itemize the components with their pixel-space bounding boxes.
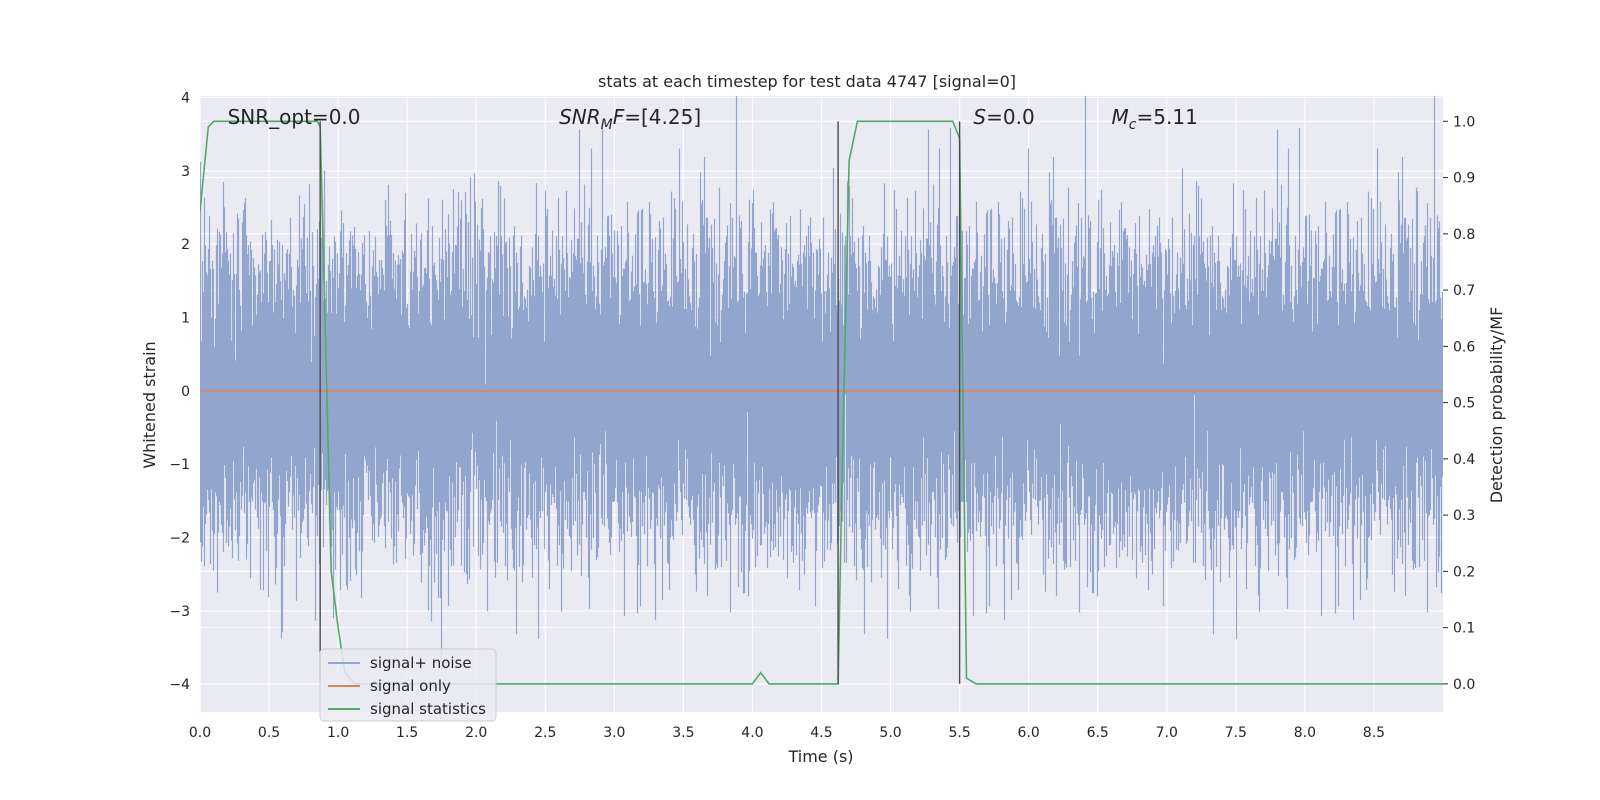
series-line-signal-plus-noise [200,96,1443,667]
left-y-tick-labels: −4 −3 −2 −1 0 1 2 3 4 [169,90,190,693]
x-tick-label: 0.5 [258,725,280,741]
x-tick-labels: 0.0 0.5 1.0 1.5 2.0 2.5 3.0 3.5 4.0 4.5 5.0 5.5 6.0 6… [189,725,1385,741]
x-tick-label: 3.0 [603,725,625,741]
series-layer [200,96,1443,685]
legend-label: signal+ noise [370,654,472,672]
chart-title: stats at each timestep for test data 474… [598,72,1016,91]
plot-clip [200,96,1443,685]
annotation-0: SNR_opt=0.0 [228,105,361,129]
left-y-tick-label: 1 [181,310,190,326]
right-y-tick-label: 0.3 [1453,508,1475,524]
x-tick-label: 5.0 [879,725,901,741]
x-tick-label: 1.0 [327,725,349,741]
left-y-axis-label: Whitened strain [140,341,159,468]
right-y-tick-label: 0.7 [1453,283,1475,299]
right-y-tick-label: 1.0 [1453,114,1475,130]
legend-label: signal statistics [370,700,486,718]
left-y-tick-label: 2 [181,237,190,253]
annotation-3: Mc=5.11 [1112,105,1198,133]
annotation-1: SNRMF=[4.25] [559,105,701,133]
legend: signal+ noise signal only signal statistic… [319,648,497,722]
legend-box [319,648,497,722]
x-tick-label: 2.0 [465,725,487,741]
legend-label: signal only [370,677,451,695]
right-y-tick-label: 0.9 [1453,171,1475,187]
x-axis-label: Time (s) [787,747,853,766]
left-y-tick-label: −2 [169,530,190,546]
x-tick-label: 5.5 [948,725,970,741]
right-y-tick-labels: 0.0 0.1 0.2 0.3 0.4 0.5 0.6 0.7 0.8 0.9 1.0 [1443,114,1475,693]
right-y-tick-label: 0.2 [1453,564,1475,580]
right-y-tick-label: 0.1 [1453,621,1475,637]
right-y-axis-label: Detection probability/MF [1487,307,1506,504]
left-y-tick-label: 4 [181,90,190,106]
x-tick-label: 8.5 [1363,725,1385,741]
annotation-2: S=0.0 [973,105,1034,129]
left-y-tick-label: −3 [169,604,190,620]
series-line-signal-statistics [200,120,1443,685]
left-y-tick-label: −1 [169,457,190,473]
right-y-tick-label: 0.5 [1453,396,1475,412]
x-tick-label: 1.5 [396,725,418,741]
x-tick-label: 6.5 [1087,725,1109,741]
x-tick-label: 4.0 [741,725,763,741]
annotation-layer: SNR_opt=0.0 SNRMF=[4.25] S=0.0 Mc=5.11 [228,105,1198,133]
left-y-tick-label: −4 [169,677,190,693]
right-y-tick-label: 0.0 [1453,677,1475,693]
x-tick-label: 4.5 [810,725,832,741]
x-tick-label: 2.5 [534,725,556,741]
x-tick-label: 7.5 [1225,725,1247,741]
left-y-tick-label: 0 [181,384,190,400]
right-y-tick-label: 0.4 [1453,452,1475,468]
x-tick-label: 7.0 [1156,725,1178,741]
left-y-tick-label: 3 [181,164,190,180]
x-tick-label: 0.0 [189,725,211,741]
right-y-tick-label: 0.6 [1453,339,1475,355]
x-tick-label: 6.0 [1018,725,1040,741]
right-y-tick-label: 0.8 [1453,227,1475,243]
x-tick-label: 8.0 [1294,725,1316,741]
x-tick-label: 3.5 [672,725,694,741]
